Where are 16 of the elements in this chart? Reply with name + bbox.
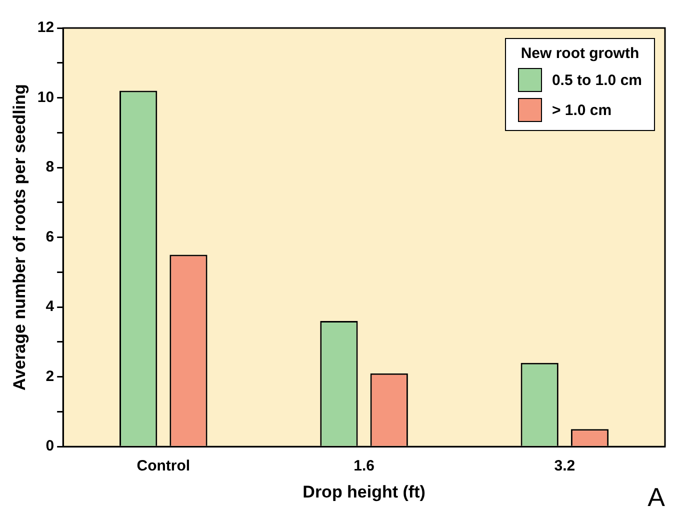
y-tick-label: 0 [46, 438, 54, 455]
x-tick-label: 1.6 [354, 458, 374, 475]
y-tick-label: 10 [37, 88, 54, 106]
y-tick-label: 4 [46, 298, 55, 316]
y-tick-label: 6 [46, 228, 54, 246]
y-tick-label: 2 [46, 368, 54, 385]
y-tick-label: 12 [37, 19, 54, 36]
x-tick-label: 3.2 [554, 458, 576, 475]
x-tick-label: Control [136, 458, 190, 475]
legend-label: 0.5 to 1.0 cm [552, 72, 642, 88]
legend-title: New root growth [520, 45, 640, 62]
text: A [648, 482, 665, 513]
legend-label: > 1.0 cm [552, 102, 612, 118]
x-axis-title: Drop height (ft) [302, 482, 426, 502]
y-axis-title: Average number of roots per seedling [10, 84, 29, 390]
y-tick-label: 8 [46, 158, 54, 176]
